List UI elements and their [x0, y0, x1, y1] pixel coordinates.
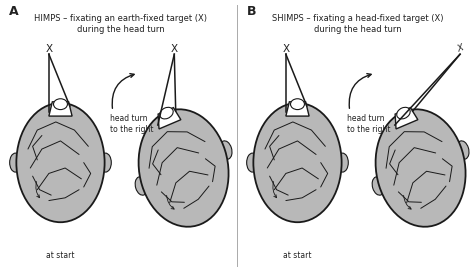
Ellipse shape	[138, 109, 228, 227]
Ellipse shape	[9, 153, 21, 172]
Text: SHIMPS – fixating a head-fixed target (X)
during the head turn: SHIMPS – fixating a head-fixed target (X…	[272, 14, 444, 34]
Polygon shape	[158, 108, 181, 129]
Ellipse shape	[100, 153, 111, 172]
Ellipse shape	[220, 141, 232, 159]
Ellipse shape	[253, 103, 342, 222]
Text: X: X	[46, 44, 53, 54]
Text: head turn
to the right: head turn to the right	[110, 114, 154, 134]
Polygon shape	[286, 102, 309, 116]
Ellipse shape	[375, 109, 465, 227]
Text: X: X	[171, 44, 178, 54]
Ellipse shape	[135, 177, 147, 195]
Ellipse shape	[372, 177, 384, 195]
Ellipse shape	[16, 103, 105, 222]
Text: X: X	[283, 44, 290, 54]
Ellipse shape	[291, 99, 304, 109]
Ellipse shape	[337, 153, 348, 172]
Text: head turn
to the right: head turn to the right	[347, 114, 391, 134]
Ellipse shape	[397, 107, 410, 119]
Text: HIMPS – fixating an earth-fixed target (X)
during the head turn: HIMPS – fixating an earth-fixed target (…	[35, 14, 207, 34]
Text: A: A	[9, 5, 19, 18]
Text: at start: at start	[46, 251, 75, 260]
Ellipse shape	[457, 141, 469, 159]
Text: at start: at start	[283, 251, 312, 260]
Polygon shape	[395, 108, 418, 129]
Ellipse shape	[160, 107, 173, 119]
Ellipse shape	[54, 99, 67, 109]
Ellipse shape	[246, 153, 258, 172]
Polygon shape	[49, 102, 72, 116]
Text: B: B	[246, 5, 256, 18]
Text: X: X	[456, 44, 465, 54]
